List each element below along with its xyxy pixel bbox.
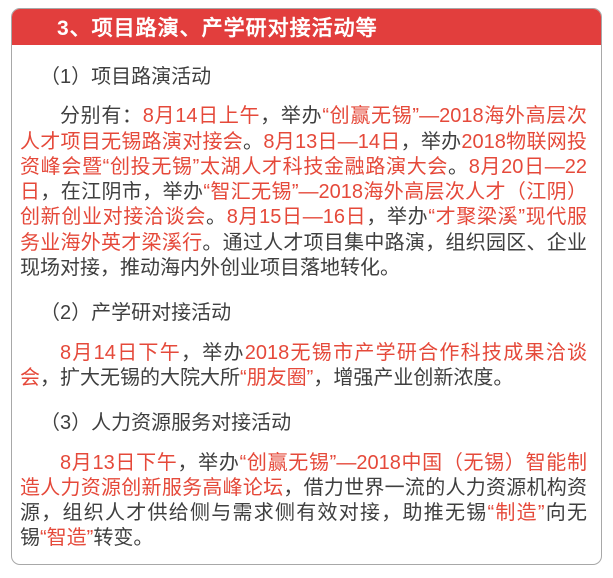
text-segment: ，举办: [260, 105, 323, 128]
highlighted-text-segment: 8月20日—22日: [20, 155, 587, 204]
highlighted-text-segment: “创赢无锡”—2018海外高层次人才项目无锡路演对接会: [20, 105, 587, 153]
text-segment: 。: [243, 130, 264, 153]
highlighted-text-segment: “才聚梁溪”现代服务业海外英才梁溪行: [20, 206, 588, 254]
section-heading: （3）人力资源服务对接活动: [40, 412, 292, 435]
highlighted-text-segment: 8月13日—14日: [263, 130, 401, 153]
article-card: 3、项目路演、产学研对接活动等 （1）项目路演活动 分别有：8月14日上午，举办“…: [11, 8, 602, 565]
highlighted-text-segment: “智造”: [40, 527, 94, 550]
text-segment: ，增强产业创新浓度。: [313, 366, 514, 389]
text-segment: ，在江阴市，举办: [40, 181, 204, 204]
text-segment: ，举办: [400, 130, 462, 153]
highlighted-text-segment: 8月14日下午: [60, 341, 181, 364]
highlighted-text-segment: 8月15日—16日: [226, 206, 367, 229]
section-heading: （1）项目路演活动: [40, 66, 212, 88]
text-segment: 。通过人才项目集中路演，组织园区、企业现场对接，推动海内外创业项目落地转化。: [20, 231, 588, 280]
text-segment: 。: [206, 206, 227, 229]
article-content: （1）项目路演活动 分别有：8月14日上午，举办“创赢无锡”—2018海外高层次人…: [12, 65, 601, 564]
highlighted-text-segment: “制造”: [487, 502, 545, 525]
section-heading: （2）产学研对接活动: [40, 302, 232, 325]
text-segment: 分别有：: [60, 105, 143, 128]
banner-title: 3、项目路演、产学研对接活动等: [57, 17, 378, 40]
text-segment: 转变。: [93, 527, 154, 550]
highlighted-text-segment: “创赢无锡”—2018中国（无锡）智能制造人力资源创新服务高峰论坛: [20, 451, 587, 499]
highlighted-text-segment: 2018物联网投资峰会暨“创投无锡”太湖人才科技金融路演大会: [20, 130, 587, 178]
section-title-banner: 3、项目路演、产学研对接活动等: [12, 9, 601, 45]
highlighted-text-segment: 8月13日下午: [60, 451, 178, 474]
text-segment: ，借力世界一流的人力资源机构资源，组织人才供给侧与需求侧有效对接，助推无锡: [20, 476, 588, 525]
paragraph: 8月14日下午，举办2018无锡市产学研合作科技成果洽谈会，扩大无锡的大院大所“…: [20, 341, 587, 392]
highlighted-text-segment: “朋友圈”: [240, 366, 314, 389]
text-segment: ，举办: [180, 341, 245, 364]
text-segment: ，举办: [366, 206, 429, 229]
paragraph: 分别有：8月14日上午，举办“创赢无锡”—2018海外高层次人才项目无锡路演对接…: [20, 104, 587, 281]
text-segment: ，扩大无锡的大院大所: [40, 366, 240, 389]
highlighted-text-segment: “智汇无锡”—2018海外高层次人才（江阴）创新创业对接洽谈会: [20, 181, 588, 229]
text-segment: ，举办: [177, 451, 240, 474]
text-segment: 。: [448, 155, 469, 178]
highlighted-text-segment: 2018无锡市产学研合作科技成果洽谈会: [20, 341, 588, 389]
highlighted-text-segment: 8月14日上午: [142, 105, 261, 128]
paragraph: 8月13日下午，举办“创赢无锡”—2018中国（无锡）智能制造人力资源创新服务高…: [20, 451, 587, 552]
text-segment: 向无锡: [20, 502, 587, 550]
